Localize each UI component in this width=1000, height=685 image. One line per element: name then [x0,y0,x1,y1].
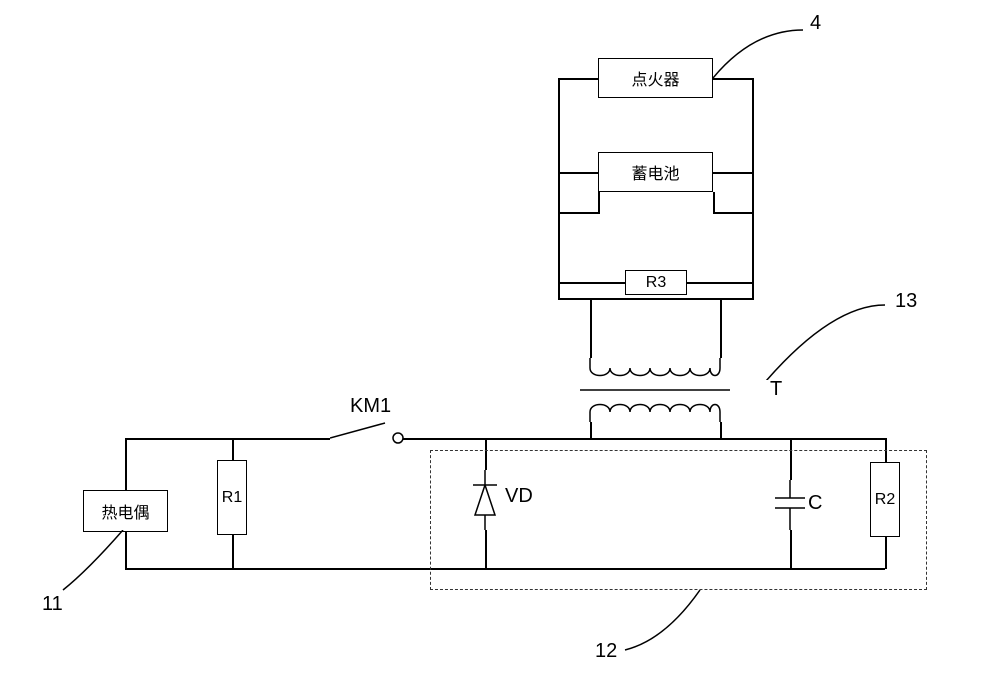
wire [232,438,234,460]
thermocouple-label: 热电偶 [101,499,149,523]
wire [232,535,234,569]
ref11-label: 11 [42,593,63,616]
r3-box: R3 [625,270,687,295]
wire [558,78,560,298]
wire [558,172,598,174]
wire [590,422,592,438]
wire [687,282,753,284]
wire [598,192,600,214]
wire [752,78,754,298]
r1-label: R1 [222,489,242,507]
wire [558,298,754,300]
wire [558,212,598,214]
transformer [555,350,755,430]
ref12-label: 12 [595,640,617,663]
km1-label: KM1 [350,395,391,418]
wire [713,172,753,174]
wire [720,298,722,358]
r3-label: R3 [646,274,666,292]
igniter-box: 点火器 [598,58,713,98]
wire [125,438,330,440]
wire [558,282,625,284]
leader-13 [760,300,900,380]
thermocouple-box: 热电偶 [83,490,168,532]
circuit-diagram: 点火器 蓄电池 R3 T 4 [0,0,1000,685]
wire [713,192,715,214]
leader-12 [615,590,705,660]
t-label: T [770,378,782,401]
wire [720,422,722,438]
ref13-label: 13 [895,290,917,313]
igniter-label: 点火器 [631,66,679,90]
wire [125,438,127,490]
battery-label: 蓄电池 [631,160,679,184]
battery-box: 蓄电池 [598,152,713,192]
wire [713,212,753,214]
dashed-box-12 [430,450,927,590]
ref4-label: 4 [810,12,821,35]
r1-box: R1 [217,460,247,535]
wire [590,298,592,358]
wire [403,438,885,440]
leader-11 [58,530,138,600]
wire [558,78,598,80]
